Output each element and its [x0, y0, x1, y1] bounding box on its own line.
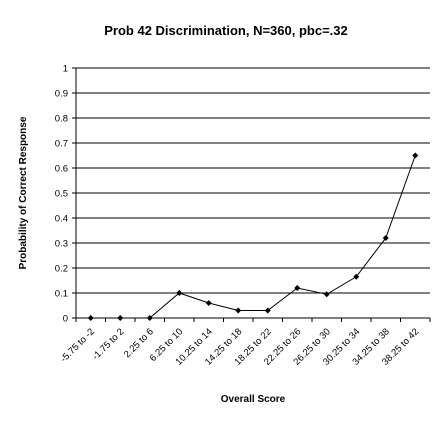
data-point [176, 290, 183, 296]
y-tick-label: 0.1 [55, 289, 68, 300]
data-point [117, 315, 124, 321]
data-point [264, 307, 271, 314]
y-axis-label: Probability of Correct Response [18, 116, 29, 269]
y-tick-label: 0.8 [55, 114, 68, 125]
data-point [353, 273, 360, 280]
y-tick-label: 0.6 [55, 164, 68, 175]
x-tick-label: -1.75 to 2 [90, 326, 126, 362]
chart-title: Prob 42 Discrimination, N=360, pbc=.32 [104, 23, 347, 38]
series-group [87, 152, 419, 321]
x-tick-label: -5.75 to -2 [58, 326, 96, 364]
y-tick-label: 0.9 [55, 89, 68, 100]
data-point [382, 235, 389, 241]
data-point [294, 285, 301, 291]
y-tick-label: 0 [63, 314, 68, 325]
data-point [205, 300, 212, 306]
data-point [323, 291, 330, 298]
series-line [90, 155, 416, 319]
y-tick-label: 1 [63, 64, 68, 75]
y-tick-label: 0.2 [55, 264, 68, 275]
y-tick-label: 0.5 [55, 189, 68, 200]
data-point [146, 315, 153, 321]
gridlines [76, 67, 430, 294]
x-axis-label: Overall Score [221, 394, 286, 405]
data-point [235, 307, 242, 314]
y-tick-label: 0.3 [55, 239, 68, 250]
x-axis-ticks: -5.75 to -2-1.75 to 22.25 to 66.25 to 10… [58, 318, 431, 368]
y-tick-label: 0.4 [55, 214, 68, 225]
data-point [412, 152, 419, 159]
y-tick-label: 0.7 [55, 139, 68, 150]
y-axis-ticks: 0 0.1 0.2 0.3 0.4 0.5 0.6 0.7 0.8 0.9 1 [55, 64, 76, 325]
data-point [87, 315, 94, 321]
